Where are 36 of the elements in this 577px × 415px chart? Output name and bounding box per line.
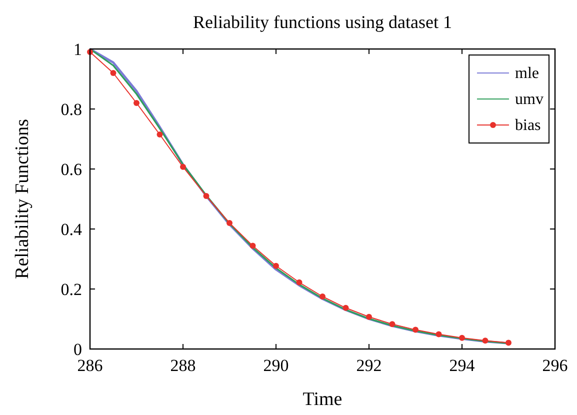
point <box>436 331 442 338</box>
point <box>156 132 163 138</box>
point <box>203 193 210 199</box>
point <box>110 70 116 76</box>
point <box>412 326 418 333</box>
point <box>366 314 372 320</box>
point <box>506 340 512 346</box>
y-tick-label: 1 <box>74 40 82 59</box>
y-tick-label: 0.2 <box>60 280 82 299</box>
x-tick-label: 290 <box>263 356 289 375</box>
y-tick-label: 0.8 <box>60 100 82 119</box>
x-tick-label: 296 <box>542 356 568 375</box>
y-tick-label: 0.4 <box>60 220 82 239</box>
x-tick-label: 294 <box>449 356 476 375</box>
point <box>250 242 256 249</box>
point <box>459 334 465 341</box>
point <box>296 279 302 286</box>
point <box>320 294 326 300</box>
point <box>342 304 349 311</box>
x-axis-title: Time <box>302 389 342 410</box>
legend-label: umv <box>515 91 544 108</box>
point <box>226 220 232 226</box>
y-tick-label: 0 <box>74 340 82 359</box>
point <box>134 100 140 106</box>
point <box>180 164 186 170</box>
x-tick-label: 286 <box>77 356 103 375</box>
point <box>273 262 279 269</box>
chart-title: Reliability functions using dataset 1 <box>193 12 452 32</box>
legend-label: bias <box>515 117 541 134</box>
legend-label: mle <box>515 65 539 82</box>
point <box>389 321 396 328</box>
y-tick-label: 0.6 <box>60 160 82 179</box>
x-tick-label: 292 <box>356 356 382 375</box>
x-tick-label: 288 <box>170 356 196 375</box>
y-axis-title: Reliability Functions <box>12 119 33 279</box>
point <box>482 338 488 344</box>
